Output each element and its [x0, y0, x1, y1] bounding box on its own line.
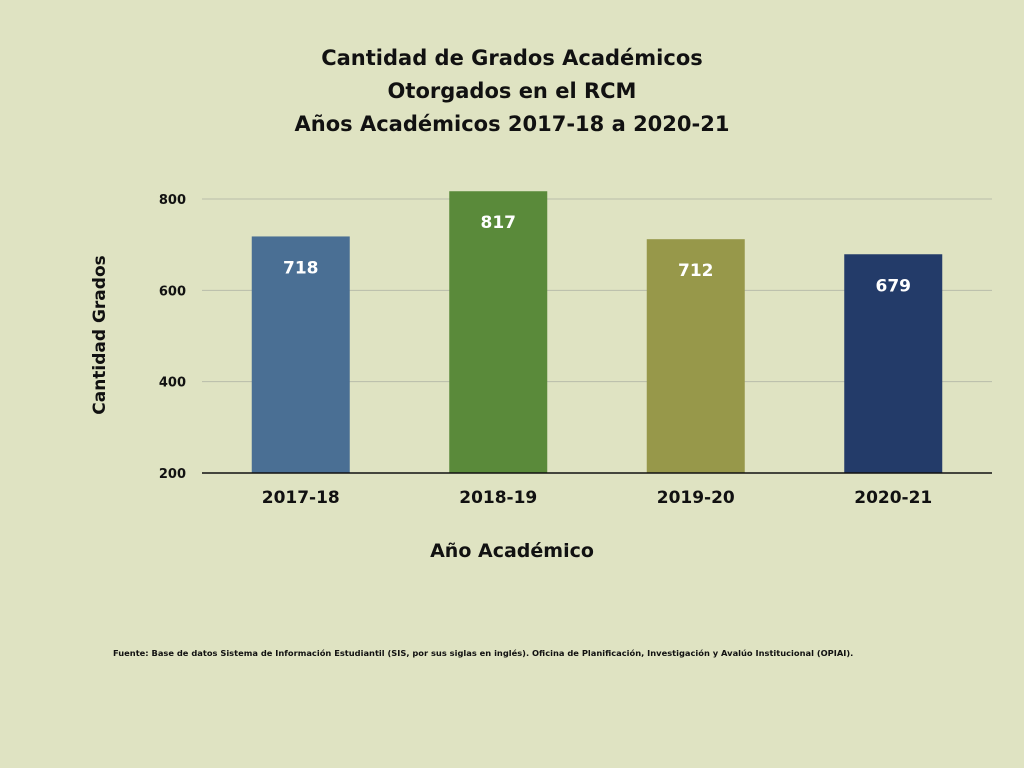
chart-title-line-1: Cantidad de Grados Académicos — [321, 46, 703, 70]
bar — [646, 239, 745, 473]
x-tick-label: 2019-20 — [657, 488, 735, 508]
data-label: 712 — [678, 261, 714, 281]
y-axis-label: Cantidad Grados — [90, 255, 110, 415]
data-label: 679 — [876, 276, 912, 296]
data-label: 817 — [481, 213, 517, 233]
x-axis-label: Año Académico — [430, 540, 594, 562]
chart-title-line-2: Otorgados en el RCM — [387, 79, 637, 103]
chart-title: Cantidad de Grados Académicos Otorgados … — [0, 42, 1024, 141]
data-label: 718 — [283, 258, 319, 278]
bar — [844, 254, 943, 473]
y-tick-label: 600 — [159, 284, 186, 299]
bar — [449, 191, 548, 473]
x-tick-label: 2018-19 — [459, 488, 537, 508]
x-tick-label: 2020-21 — [854, 488, 932, 508]
y-tick-label: 400 — [159, 376, 186, 391]
chart-title-line-3: Años Académicos 2017-18 a 2020-21 — [294, 112, 730, 136]
y-tick-label: 800 — [159, 193, 186, 208]
bar — [251, 236, 350, 473]
y-tick-label: 200 — [159, 467, 186, 482]
source-note: Fuente: Base de datos Sistema de Informa… — [113, 648, 854, 658]
x-tick-label: 2017-18 — [262, 488, 340, 508]
